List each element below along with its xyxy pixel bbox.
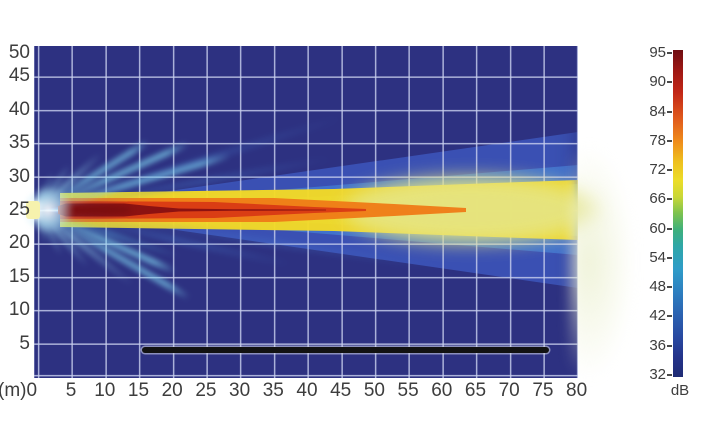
- colorbar-tick-label: 48: [649, 278, 666, 296]
- x-tick-label: 45: [330, 380, 352, 401]
- colorbar-tick-label: 32: [649, 365, 666, 383]
- colorbar-tick-mark: [667, 52, 672, 54]
- heatmap-plot: [22, 46, 634, 378]
- colorbar-tick-mark: [667, 373, 672, 376]
- colorbar-gradient: [673, 50, 683, 377]
- x-tick-label: 15: [127, 380, 150, 401]
- colorbar-tick-mark: [667, 344, 672, 347]
- x-tick-label: 70: [498, 380, 520, 401]
- y-tick-label: 35: [8, 132, 30, 154]
- horizontal-black-bar: [142, 347, 549, 353]
- y-tick-label: 25: [8, 198, 30, 220]
- colorbar-tick-label: 66: [649, 190, 666, 208]
- y-tick-label: 50: [8, 42, 30, 63]
- y-tick-label: 10: [8, 299, 30, 321]
- colorbar-tick-label: 90: [649, 73, 666, 91]
- colorbar-tick-label: 54: [649, 248, 666, 266]
- x-tick-label: 10: [94, 380, 116, 401]
- colorbar-tick-mark: [667, 81, 672, 84]
- y-tick-label: 30: [8, 165, 30, 187]
- x-tick-label: 80: [566, 380, 588, 401]
- colorbar-tick-label: 95: [649, 44, 666, 61]
- x-axis-origin-unit-label: (m)0: [0, 380, 38, 401]
- x-tick-label: 55: [397, 380, 419, 401]
- y-tick-label: 40: [8, 98, 30, 120]
- colorbar-tick-label: 42: [649, 307, 666, 325]
- y-tick-label: 15: [8, 265, 30, 287]
- x-tick-label: 35: [262, 380, 284, 401]
- y-tick-label: 20: [8, 232, 30, 254]
- colorbar-tick-mark: [667, 315, 672, 318]
- colorbar-unit-label: dB: [670, 382, 690, 399]
- right-edge-bleed: [570, 146, 634, 378]
- colorbar-tick-label: 72: [649, 161, 666, 179]
- x-tick-label: 75: [532, 380, 554, 401]
- colorbar-tick-mark: [667, 256, 672, 259]
- x-tick-label: 25: [195, 380, 217, 401]
- colorbar-tick-mark: [667, 198, 672, 201]
- beam-core-dark-spot: [64, 205, 132, 215]
- x-tick-label: 65: [464, 380, 487, 401]
- colorbar-tick-label: 78: [649, 131, 666, 149]
- x-tick-label: 20: [161, 380, 183, 401]
- colorbar-tick-mark: [667, 227, 672, 230]
- source-transducer: [26, 201, 40, 219]
- colorbar-tick-mark: [667, 139, 672, 142]
- y-tick-label: 5: [19, 332, 30, 354]
- colorbar-tick-label: 36: [649, 336, 666, 354]
- x-tick-label: 30: [229, 380, 251, 401]
- y-tick-label: 45: [8, 65, 30, 87]
- x-tick-label: 40: [296, 380, 318, 401]
- colorbar-tick-mark: [667, 169, 672, 172]
- colorbar-tick-label: 60: [649, 219, 666, 237]
- x-tick-label: 60: [431, 380, 453, 401]
- x-tick-label: 50: [363, 380, 385, 401]
- x-tick-label: 5: [65, 380, 77, 401]
- colorbar-tick-label: 84: [649, 102, 666, 120]
- colorbar-tick-mark: [667, 286, 672, 289]
- colorbar-tick-mark: [667, 110, 672, 113]
